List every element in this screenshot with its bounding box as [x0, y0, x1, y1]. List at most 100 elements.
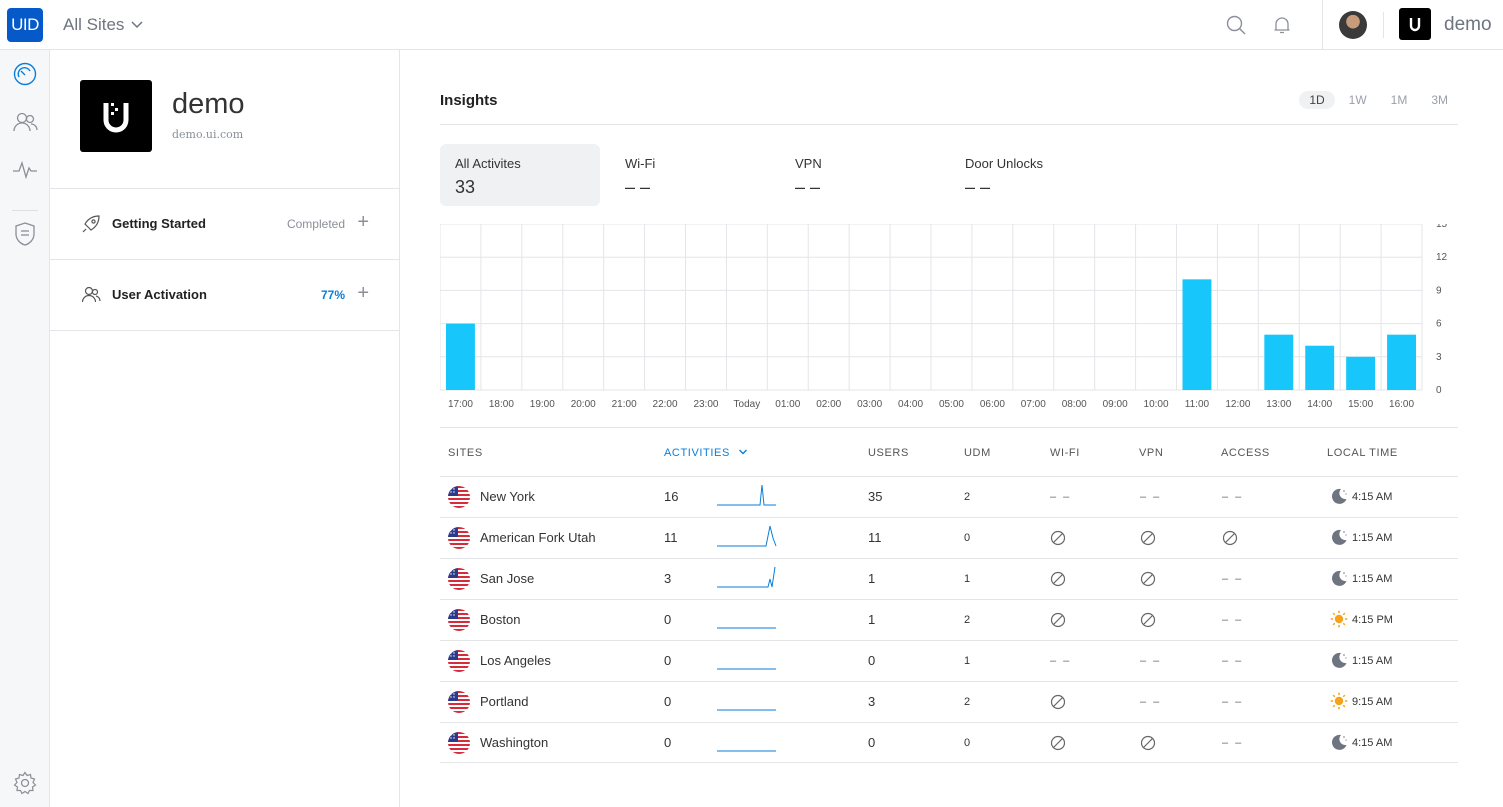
- y-tick-label: 6: [1436, 319, 1442, 330]
- bar: [1182, 279, 1212, 390]
- range-1d[interactable]: 1D: [1299, 91, 1335, 109]
- us-flag-icon: [448, 527, 470, 549]
- table-row[interactable]: Washington 0 0 0 – – 4:15 AM: [440, 722, 1458, 763]
- metric-vpn[interactable]: VPN – –: [780, 144, 940, 206]
- local-time: 4:15 AM: [1352, 737, 1393, 749]
- site-title: demo: [172, 88, 245, 120]
- table-row[interactable]: Los Angeles 0 0 1 – – – – – – 1:15 AM: [440, 640, 1458, 681]
- activities-count: 16: [664, 489, 679, 504]
- chevron-down-icon: [131, 21, 143, 29]
- metric-all-activities[interactable]: All Activites 33: [440, 144, 600, 206]
- range-3m[interactable]: 3M: [1431, 93, 1448, 107]
- activity-icon[interactable]: [12, 157, 38, 183]
- table-row[interactable]: American Fork Utah 11 11 0 1:15 AM: [440, 517, 1458, 558]
- site-logo: [80, 80, 152, 152]
- user-avatar[interactable]: [1339, 11, 1367, 39]
- site-logo-small[interactable]: [1399, 8, 1431, 40]
- activities-count: 0: [664, 653, 672, 668]
- local-time: 1:15 AM: [1352, 532, 1393, 544]
- shield-icon[interactable]: [12, 221, 38, 247]
- current-site-name[interactable]: demo: [1444, 14, 1492, 35]
- udm-count: 1: [964, 573, 971, 585]
- us-flag-icon: [448, 691, 470, 713]
- x-tick-label: 13:00: [1266, 399, 1291, 410]
- topbar-separator: [1383, 12, 1384, 38]
- us-flag-icon: [448, 732, 470, 754]
- activities-count: 11: [664, 530, 678, 545]
- moon-icon: [1330, 733, 1348, 751]
- range-1w[interactable]: 1W: [1348, 93, 1367, 107]
- activities-count: 0: [664, 694, 672, 709]
- wifi-unavailable-icon: [1050, 530, 1066, 546]
- table-row[interactable]: New York 16 35 2 – – – – – – 4:15 AM: [440, 476, 1458, 517]
- activities-count: 3: [664, 571, 672, 586]
- top-bar: UID All Sites demo: [0, 0, 1503, 50]
- table-row[interactable]: Portland 0 3 2 – – – – 9:15 AM: [440, 681, 1458, 722]
- panel-divider: [50, 330, 399, 331]
- activity-sparkline: [717, 484, 776, 506]
- dashboard-icon[interactable]: [12, 61, 38, 87]
- x-tick-label: 02:00: [816, 399, 841, 410]
- local-time: 9:15 AM: [1352, 696, 1393, 708]
- col-udm[interactable]: UDM: [964, 447, 991, 459]
- user-activation-label: User Activation: [112, 287, 207, 302]
- local-time: 1:15 AM: [1352, 655, 1393, 667]
- col-vpn[interactable]: VPN: [1139, 447, 1164, 459]
- expand-getting-started-button[interactable]: +: [357, 211, 369, 233]
- search-icon[interactable]: [1225, 14, 1247, 36]
- col-wifi[interactable]: WI-FI: [1050, 447, 1080, 459]
- table-row[interactable]: San Jose 3 1 1 – – 1:15 AM: [440, 558, 1458, 599]
- bar: [1264, 334, 1294, 390]
- users-count: 1: [868, 571, 876, 586]
- table-row[interactable]: Boston 0 1 2 – – 4:15 PM: [440, 599, 1458, 640]
- x-tick-label: 12:00: [1225, 399, 1250, 410]
- local-time: 4:15 PM: [1352, 614, 1393, 626]
- insights-title: Insights: [440, 92, 498, 109]
- access-value: – –: [1222, 737, 1244, 749]
- y-tick-label: 15: [1436, 224, 1448, 230]
- udm-count: 1: [964, 655, 971, 667]
- metric-label: Wi-Fi: [625, 156, 656, 171]
- access-value: – –: [1222, 696, 1244, 708]
- us-flag-icon: [448, 609, 470, 631]
- activity-sparkline: [717, 627, 776, 629]
- udm-count: 0: [964, 532, 971, 544]
- topbar-divider: [1322, 0, 1323, 50]
- getting-started-status: Completed: [286, 217, 345, 231]
- users-icon[interactable]: [12, 109, 38, 135]
- wifi-unavailable-icon: [1050, 571, 1066, 587]
- bar: [1346, 356, 1376, 390]
- col-activities[interactable]: ACTIVITIES: [664, 447, 748, 459]
- col-sites[interactable]: SITES: [448, 447, 483, 459]
- gear-icon[interactable]: [12, 770, 38, 796]
- user-activation-percent: 77%: [320, 288, 345, 302]
- access-value: – –: [1222, 491, 1244, 503]
- expand-user-activation-button[interactable]: +: [357, 282, 369, 304]
- site-name: Washington: [480, 735, 549, 750]
- sun-icon: [1330, 692, 1348, 710]
- app-logo[interactable]: UID: [7, 8, 43, 42]
- sun-icon: [1330, 610, 1348, 628]
- user-activation-row[interactable]: User Activation 77% +: [50, 259, 399, 330]
- time-range-selector: 1D 1W 1M 3M: [1295, 91, 1458, 109]
- range-1m[interactable]: 1M: [1390, 93, 1408, 107]
- side-rail: [0, 50, 50, 807]
- col-local-time[interactable]: LOCAL TIME: [1327, 447, 1398, 459]
- col-access[interactable]: ACCESS: [1221, 447, 1270, 459]
- site-selector[interactable]: All Sites: [63, 15, 144, 35]
- col-users[interactable]: USERS: [868, 447, 909, 459]
- x-tick-label: 18:00: [489, 399, 514, 410]
- header-divider: [440, 124, 1458, 125]
- metric-wifi[interactable]: Wi-Fi – –: [610, 144, 770, 206]
- x-tick-label: 20:00: [571, 399, 596, 410]
- bell-icon[interactable]: [1271, 14, 1293, 36]
- y-tick-label: 12: [1436, 252, 1448, 263]
- getting-started-row[interactable]: Getting Started Completed +: [50, 188, 399, 259]
- site-name: San Jose: [480, 571, 535, 586]
- rail-divider: [12, 210, 38, 211]
- site-name: Boston: [480, 612, 521, 627]
- metric-door-unlocks[interactable]: Door Unlocks – –: [950, 144, 1110, 206]
- vpn-unavailable-icon: [1140, 530, 1156, 546]
- x-tick-label: 05:00: [939, 399, 964, 410]
- x-tick-label: 14:00: [1307, 399, 1332, 410]
